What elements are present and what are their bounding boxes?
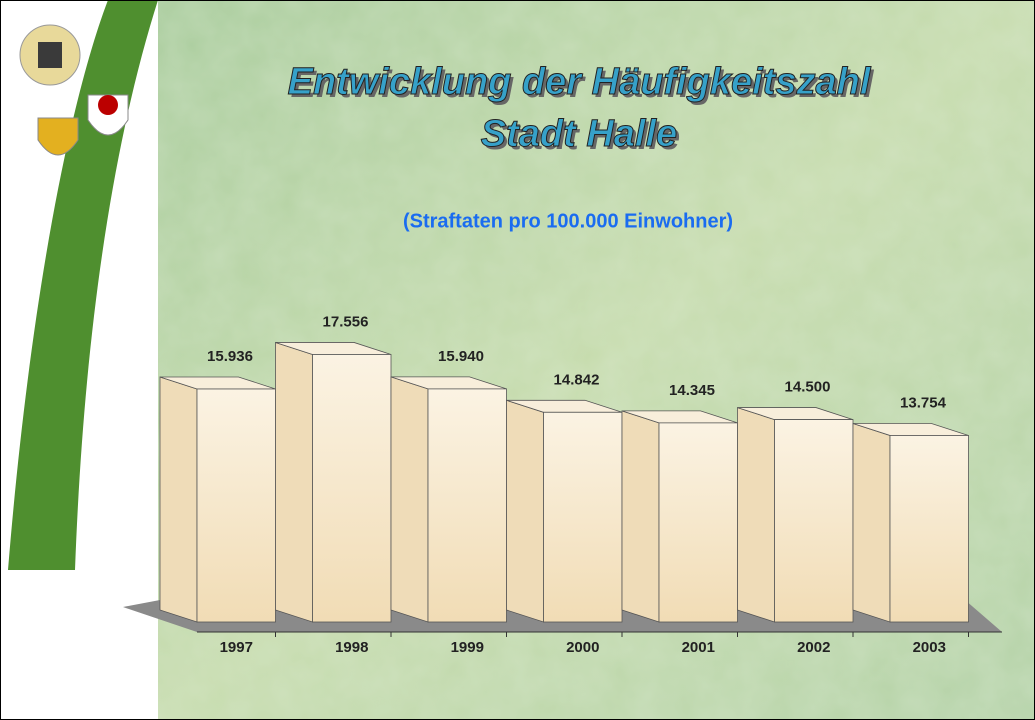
chart-title-line2: Stadt Halle — [481, 113, 677, 155]
logo — [19, 24, 129, 156]
data-label: 14.500 — [785, 379, 831, 396]
x-tick-label: 1998 — [335, 639, 368, 656]
bar — [427, 388, 507, 623]
bar — [543, 411, 623, 623]
data-label: 15.936 — [207, 348, 253, 365]
bar-side — [506, 399, 544, 623]
bar — [658, 422, 738, 623]
x-tick-label: 1999 — [451, 639, 484, 656]
chart-title: Entwicklung der Häufigkeitszahl — [288, 61, 872, 103]
data-label: 15.940 — [438, 348, 484, 365]
x-tick-label: 2001 — [682, 639, 715, 656]
bar — [774, 419, 854, 623]
white-swoosh — [0, 0, 108, 570]
bar-side — [390, 376, 429, 623]
bar — [312, 354, 392, 623]
data-label: 17.556 — [323, 313, 369, 330]
bar-side — [852, 422, 891, 623]
data-label: 13.754 — [900, 394, 947, 411]
title-shadow: Entwicklung der Häufigkeitszahl — [291, 64, 875, 106]
data-label: 14.345 — [669, 382, 715, 399]
title-shadow: Stadt Halle — [484, 116, 680, 158]
bar-side — [159, 376, 198, 623]
x-tick-label: 2003 — [913, 639, 946, 656]
bar-side — [621, 410, 660, 623]
x-tick-label: 1997 — [220, 639, 253, 656]
x-tick-label: 2000 — [566, 639, 599, 656]
bar-side — [737, 407, 775, 623]
chart-subtitle: (Straftaten pro 100.000 Einwohner) — [403, 210, 733, 232]
bar — [196, 388, 276, 623]
bar — [889, 435, 969, 623]
x-tick-label: 2002 — [797, 639, 830, 656]
bar-side — [275, 341, 313, 623]
data-label: 14.842 — [554, 371, 600, 388]
